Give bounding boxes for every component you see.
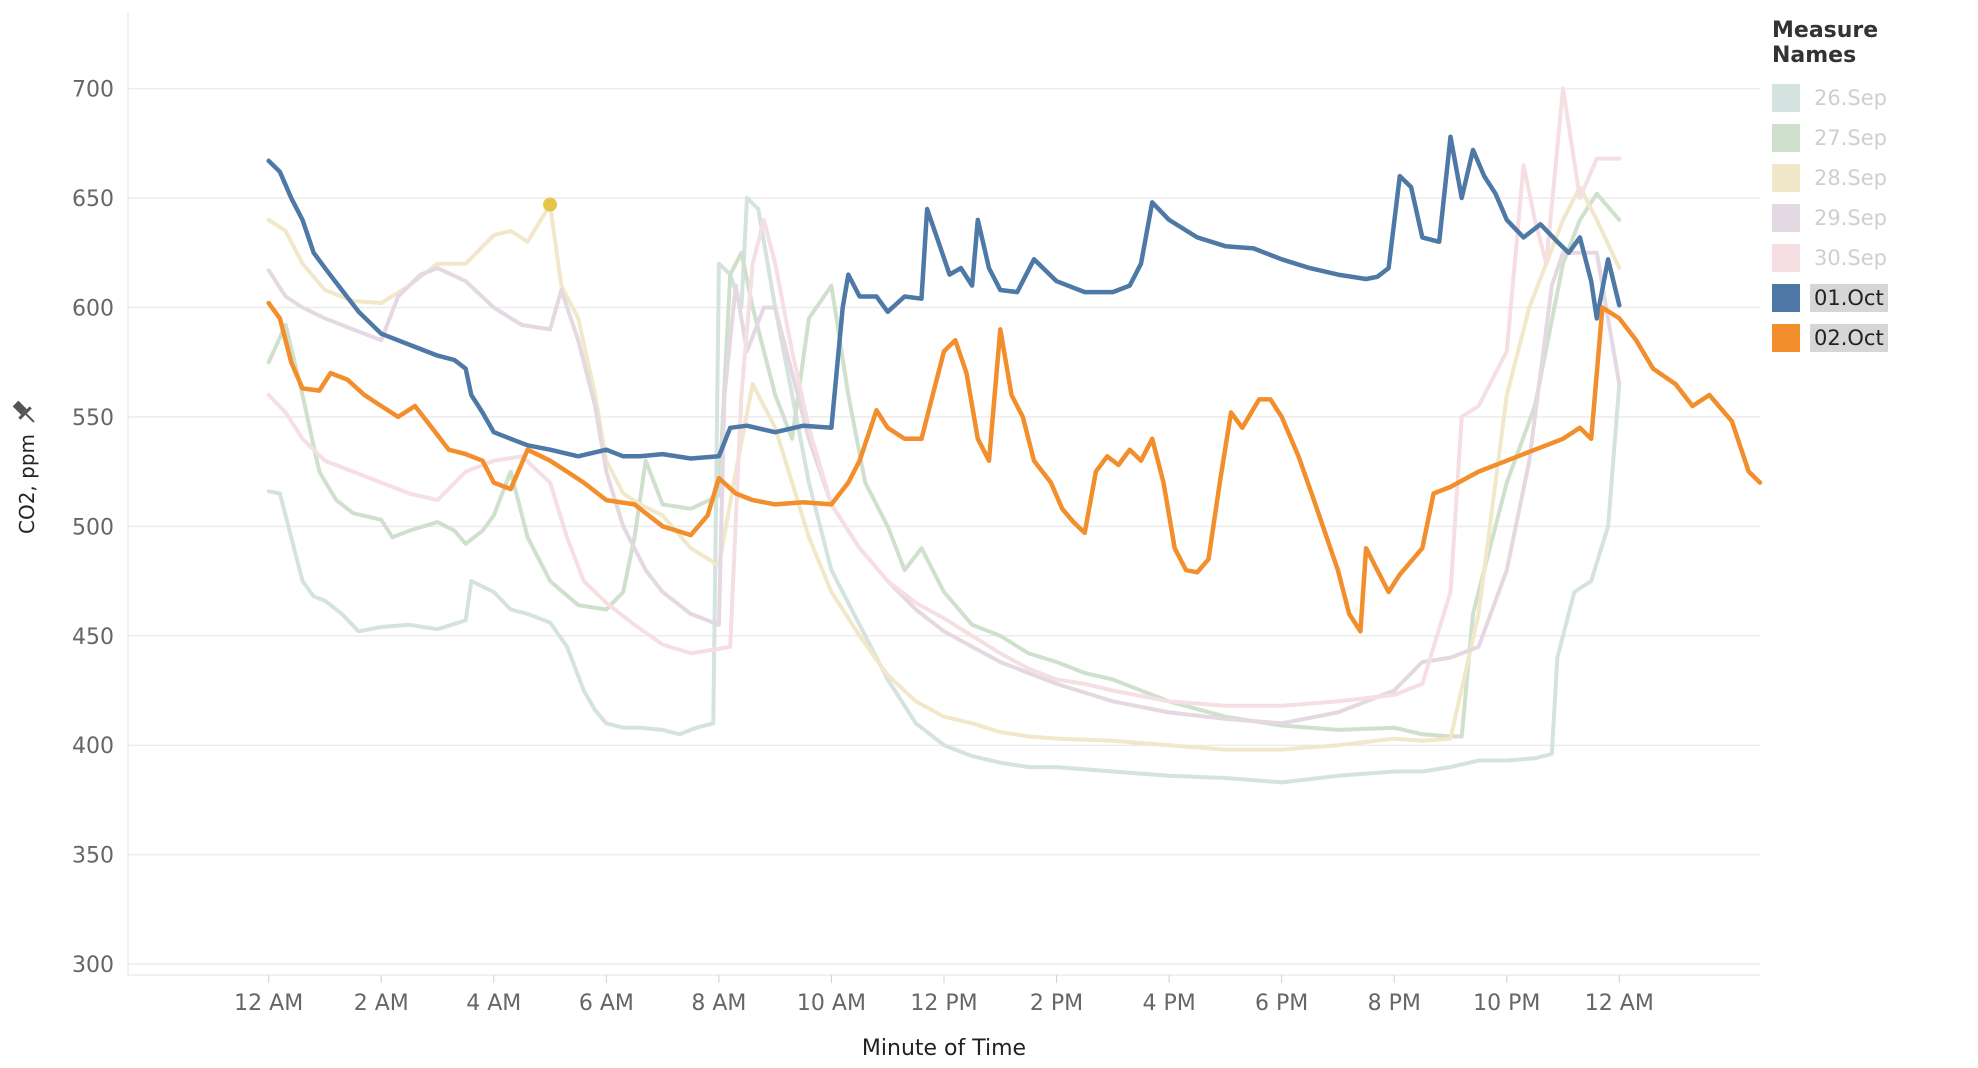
x-tick-label: 2 PM: [1030, 991, 1083, 1016]
legend-label: 27.Sep: [1814, 126, 1887, 150]
legend-swatch: [1772, 124, 1800, 152]
legend-item-02.Oct[interactable]: 02.Oct: [1768, 318, 1968, 358]
x-tick-label: 12 AM: [1585, 991, 1654, 1016]
legend: Measure Names 26.Sep 27.Sep 28.Sep 29.Sep 30…: [1768, 18, 1968, 358]
x-tick-label: 8 AM: [691, 991, 746, 1016]
y-axis-title: CO2, ppm: [15, 434, 39, 534]
x-tick-label: 6 PM: [1255, 991, 1308, 1016]
legend-item-28.Sep[interactable]: 28.Sep: [1768, 158, 1968, 198]
legend-title: Measure Names: [1772, 18, 1879, 68]
series-line-02.Oct[interactable]: [266, 300, 1763, 634]
legend-swatch: [1772, 204, 1800, 232]
pin-icon[interactable]: [10, 398, 40, 428]
series-line-01.Oct[interactable]: [266, 134, 1622, 461]
legend-item-30.Sep[interactable]: 30.Sep: [1768, 238, 1968, 278]
legend-swatch: [1772, 164, 1800, 192]
x-tick-label: 8 PM: [1368, 991, 1421, 1016]
legend-swatch: [1772, 244, 1800, 272]
y-tick-label: 650: [72, 187, 114, 212]
x-tick-label: 10 PM: [1473, 991, 1540, 1016]
legend-item-01.Oct[interactable]: 01.Oct: [1768, 278, 1968, 318]
highlight-markers: [543, 197, 558, 212]
x-tick-label: 12 AM: [234, 991, 303, 1016]
y-tick-label: 500: [72, 515, 114, 540]
legend-swatch: [1772, 284, 1800, 312]
highlight-point[interactable]: [543, 197, 558, 212]
legend-item-29.Sep[interactable]: 29.Sep: [1768, 198, 1968, 238]
legend-label: 28.Sep: [1814, 166, 1887, 190]
x-tick-label: 6 AM: [579, 991, 634, 1016]
x-tick-label: 12 PM: [910, 991, 977, 1016]
legend-label: 26.Sep: [1814, 86, 1887, 110]
x-tick-label: 2 AM: [354, 991, 409, 1016]
series-line-29.Sep[interactable]: [266, 250, 1622, 726]
y-axis-ticks: 300 350 400 450 500 550 600 650 700: [72, 78, 114, 978]
x-tick-label: 4 PM: [1142, 991, 1195, 1016]
y-tick-label: 300: [72, 953, 114, 978]
legend-item-26.Sep[interactable]: 26.Sep: [1768, 78, 1968, 118]
y-tick-label: 700: [72, 78, 114, 103]
series-line-26.Sep[interactable]: [266, 196, 1622, 785]
legend-label: 29.Sep: [1814, 206, 1887, 230]
legend-items: 26.Sep 27.Sep 28.Sep 29.Sep 30.Sep 01.Oct 02.O…: [1768, 78, 1968, 358]
legend-label: 02.Oct: [1810, 324, 1888, 352]
x-axis-ticks: 12 AM 2 AM 4 AM 6 AM 8 AM 10 AM 12 PM 2 PM 4 PM 6…: [234, 975, 1654, 1016]
y-tick-label: 550: [72, 406, 114, 431]
x-tick-label: 10 AM: [797, 991, 866, 1016]
series-line-27.Sep[interactable]: [266, 191, 1622, 739]
legend-swatch: [1772, 84, 1800, 112]
y-tick-label: 350: [72, 844, 114, 869]
y-tick-label: 400: [72, 734, 114, 759]
y-tick-label: 450: [72, 625, 114, 650]
legend-label: 30.Sep: [1814, 246, 1887, 270]
x-tick-label: 4 AM: [466, 991, 521, 1016]
x-axis-title: Minute of Time: [862, 1036, 1026, 1061]
legend-label: 01.Oct: [1810, 284, 1888, 312]
series-lines: [266, 86, 1763, 785]
series-line-30.Sep[interactable]: [266, 86, 1622, 708]
y-tick-label: 600: [72, 296, 114, 321]
series-line-28.Sep[interactable]: [266, 185, 1622, 752]
legend-item-27.Sep[interactable]: 27.Sep: [1768, 118, 1968, 158]
legend-swatch: [1772, 324, 1800, 352]
